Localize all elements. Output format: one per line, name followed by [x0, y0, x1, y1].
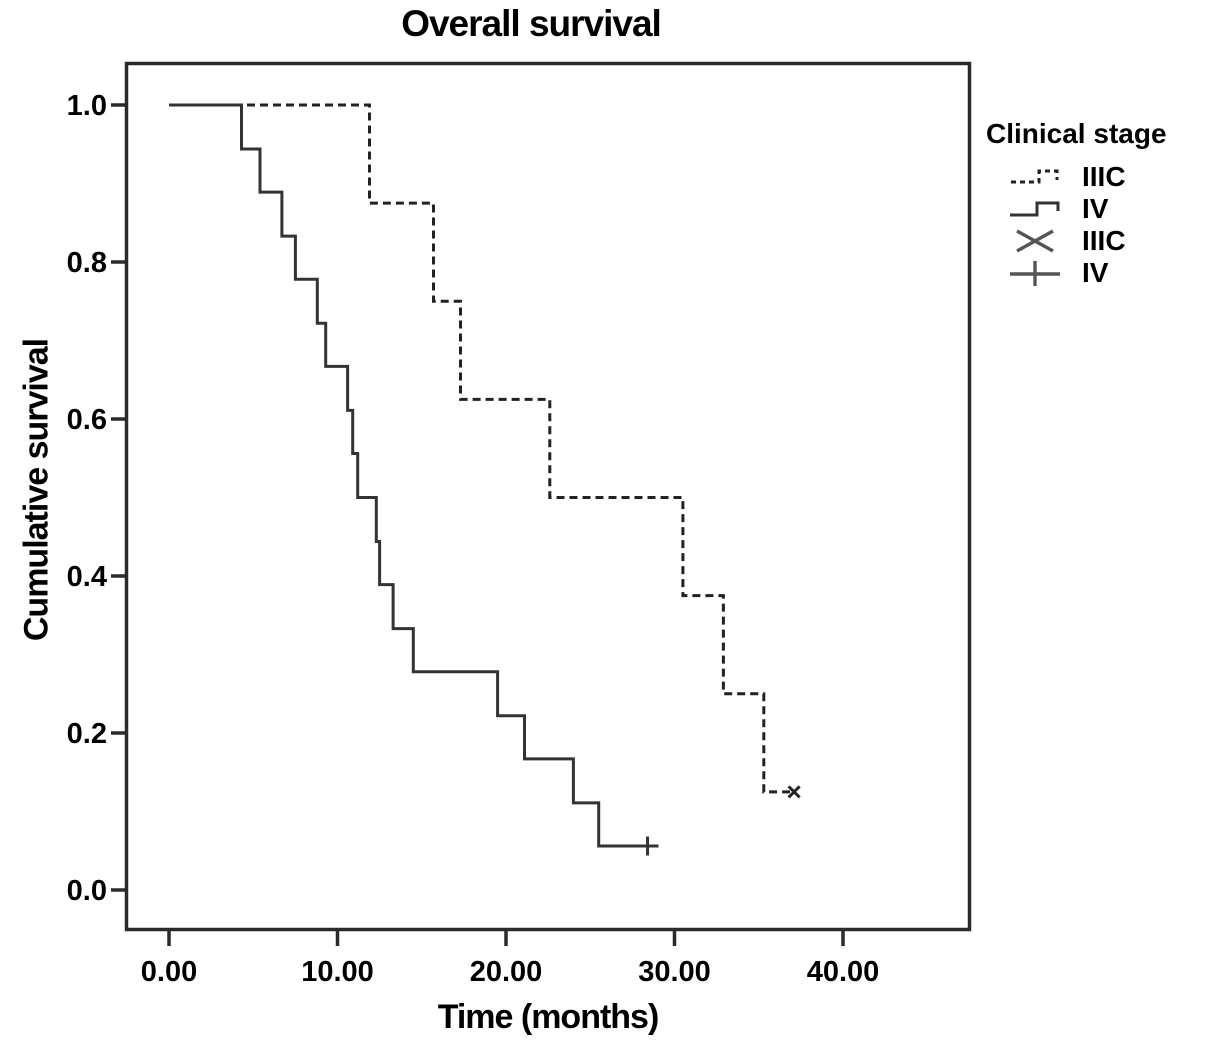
y-tick-label: 0.4	[67, 561, 107, 593]
y-axis-title-text: Cumulative survival	[17, 338, 56, 642]
series-layer	[169, 103, 795, 848]
legend-label: IV	[1082, 193, 1109, 224]
y-axis-ticks: 0.0 0.2 0.4 0.6 0.8 1.0	[67, 90, 126, 907]
legend-label: IIIC	[1082, 161, 1126, 192]
x-tick-label: 0.00	[141, 956, 197, 988]
x-censor-marker	[787, 785, 801, 799]
x-tick-label: 40.00	[807, 956, 880, 988]
legend-title: Clinical stage	[986, 118, 1167, 149]
x-tick-label: 30.00	[638, 956, 711, 988]
plot-frame	[124, 61, 972, 932]
legend-label: IIIC	[1082, 225, 1126, 256]
y-tick-label: 0.8	[67, 247, 107, 279]
x-axis-title: Time (months)	[437, 998, 660, 1036]
solid-step-line-icon	[1010, 201, 1060, 217]
legend: Clinical stage IIIC IV IIIC	[986, 118, 1167, 287]
y-tick-label: 0.0	[67, 875, 107, 907]
x-tick-label: 20.00	[470, 956, 543, 988]
legend-item-iv-line: IV	[1008, 193, 1126, 225]
y-tick-label: 0.2	[67, 718, 107, 750]
dashed-step-line-icon	[1011, 169, 1059, 184]
chart-title: Overall survival	[401, 3, 662, 44]
censor-markers	[636, 785, 801, 856]
legend-items: IIIC IV IIIC IV	[1008, 161, 1126, 289]
series-iv-curve	[169, 103, 648, 848]
x-axis-ticks: 0.00 10.00 20.00 30.00 40.00	[141, 931, 880, 988]
x-marker-icon	[1016, 229, 1054, 253]
plus-censor-marker	[636, 836, 659, 856]
series-iiic-curve	[169, 103, 795, 794]
legend-label: IV	[1082, 257, 1109, 288]
plus-marker-icon	[1010, 261, 1060, 286]
y-tick-label: 0.6	[67, 404, 107, 436]
legend-item-iiic-censor: IIIC	[1008, 225, 1126, 257]
y-tick-label: 1.0	[67, 90, 107, 122]
legend-item-iiic-line: IIIC	[1008, 161, 1126, 193]
x-tick-label: 10.00	[301, 956, 374, 988]
legend-item-iv-censor: IV	[1008, 257, 1126, 289]
